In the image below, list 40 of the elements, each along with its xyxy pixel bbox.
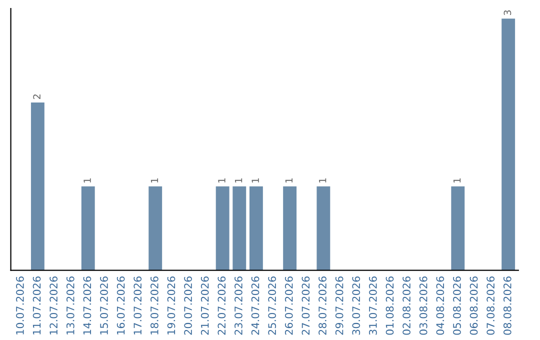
- x-tick-label: 08.08.2026: [503, 276, 512, 335]
- x-tick-label: 24.07.2026: [251, 276, 260, 335]
- x-tick-label: 28.07.2026: [318, 276, 326, 335]
- x-tick-label: 01.08.2026: [386, 276, 394, 335]
- x-tick-label: 27.07.2026: [302, 276, 310, 335]
- x-tick-label: 15.07.2026: [100, 276, 108, 334]
- data-label: 1: [84, 178, 91, 183]
- x-tick-label: 18.07.2026: [150, 276, 158, 334]
- x-tick-label: 13.07.2026: [66, 276, 74, 334]
- x-tick-label: 11.07.2026: [32, 276, 41, 334]
- x-tick-label: 12.07.2026: [50, 276, 58, 334]
- data-label: 1: [285, 178, 292, 183]
- data-label: 1: [453, 178, 461, 183]
- data-label: 1: [150, 178, 158, 183]
- data-label: 2: [33, 94, 40, 99]
- x-tick-label: 06.08.2026: [470, 276, 478, 335]
- data-label: 1: [319, 178, 326, 183]
- x-tick-label: 29.07.2026: [335, 276, 344, 335]
- x-tick-label: 31.07.2026: [368, 276, 377, 335]
- x-tick-label: 05.08.2026: [453, 276, 461, 335]
- x-tick-label: 30.07.2026: [352, 276, 360, 335]
- x-tick-label: 21.07.2026: [200, 276, 209, 335]
- x-tick-label: 03.08.2026: [419, 276, 428, 335]
- x-tick-label: 20.07.2026: [184, 276, 192, 335]
- x-tick-label: 14.07.2026: [83, 276, 92, 334]
- x-tick-label: 26.07.2026: [284, 276, 293, 335]
- data-label: 1: [234, 178, 242, 183]
- x-tick-label: 23.07.2026: [234, 276, 242, 335]
- data-label: 3: [504, 10, 512, 16]
- x-tick-label: 16.07.2026: [116, 276, 125, 334]
- data-label: 1: [252, 178, 259, 183]
- data-label: 1: [218, 178, 226, 183]
- x-tick-label: 25.07.2026: [268, 276, 276, 335]
- x-tick-label: 04.08.2026: [436, 276, 444, 335]
- x-tick-label: 19.07.2026: [167, 276, 176, 334]
- x-tick-label: 17.07.2026: [134, 276, 142, 334]
- x-tick-label: 10.07.2026: [16, 276, 24, 334]
- x-tick-label: 22.07.2026: [218, 276, 226, 335]
- x-tick-label: 07.08.2026: [486, 276, 495, 335]
- x-tick-label: 02.08.2026: [402, 276, 410, 335]
